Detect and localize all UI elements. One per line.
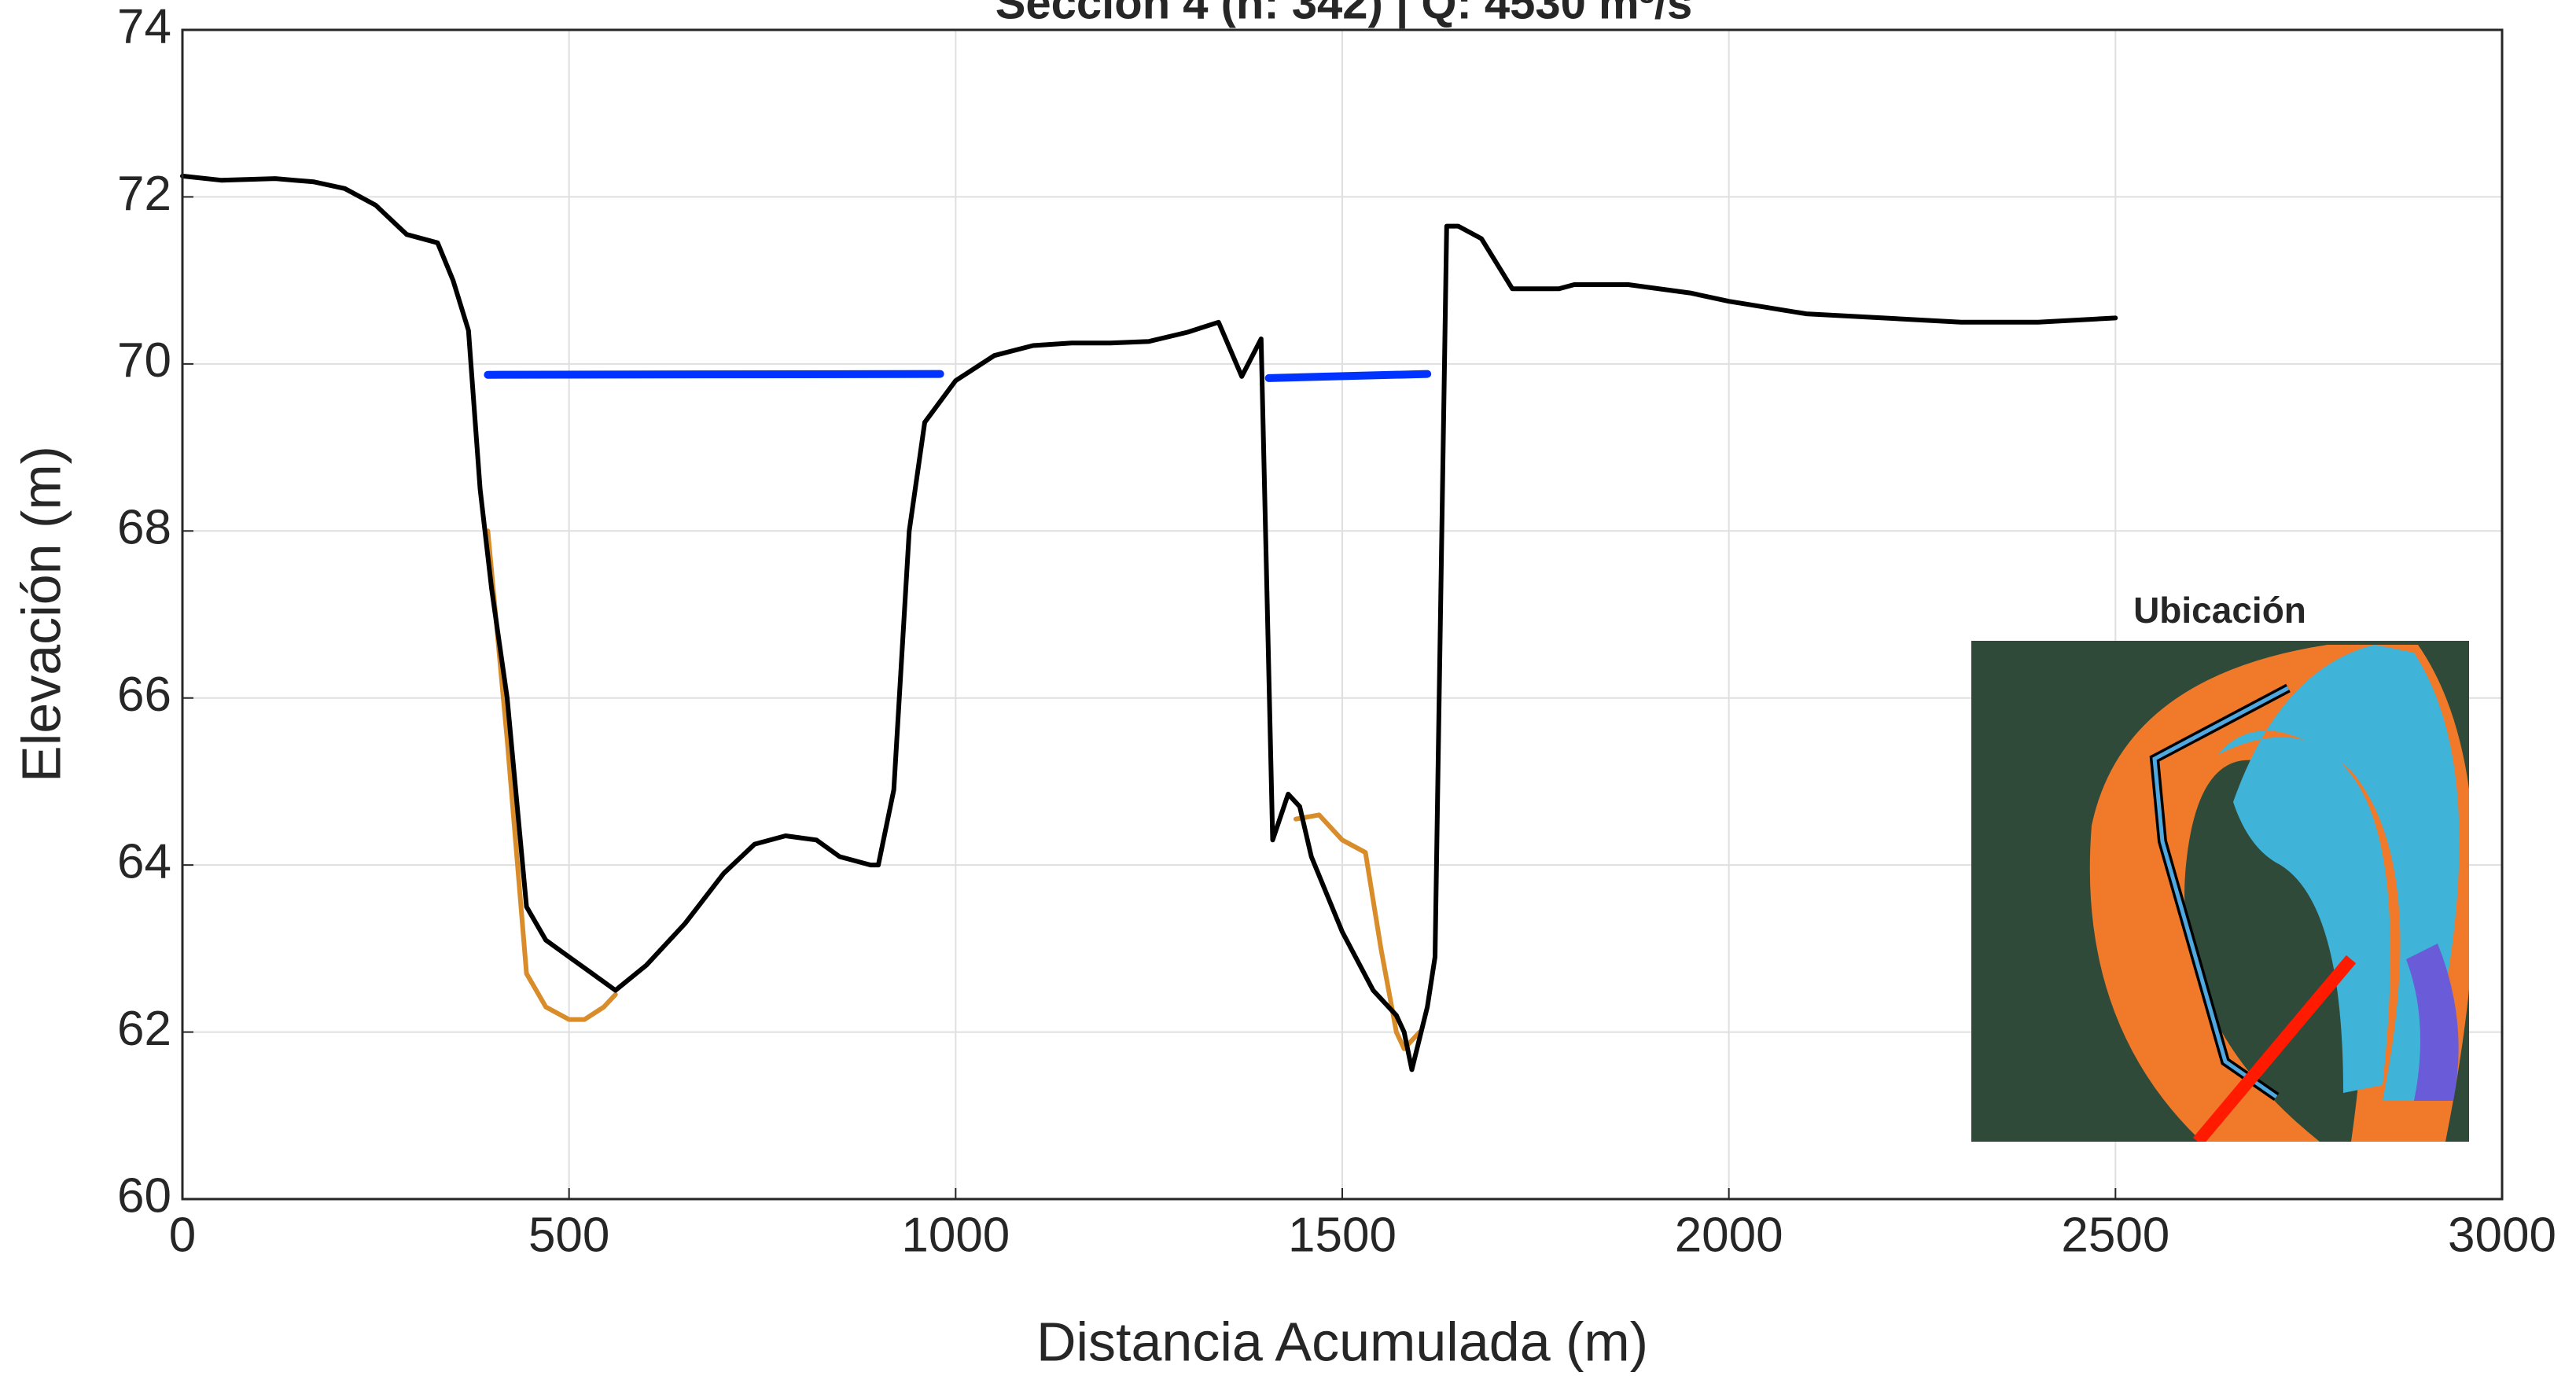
chart-title: Sección 4 (n: 342) | Q: 4530 m³/s	[995, 0, 1693, 28]
reach	[2152, 686, 2290, 1099]
section-line	[2192, 955, 2357, 1142]
y-axis-label: Elevación (m)	[10, 446, 72, 782]
y-tick-label: 62	[117, 1002, 171, 1056]
x-tick-label: 500	[528, 1208, 609, 1262]
x-tick-label: 2000	[1675, 1208, 1783, 1262]
x-tick-label: 0	[169, 1208, 196, 1262]
inset-image	[1971, 641, 2469, 1142]
y-tick-label: 74	[117, 0, 171, 53]
x-tick-label: 1000	[901, 1208, 1010, 1262]
deep-zone	[2406, 944, 2459, 1101]
y-tick-label: 60	[117, 1168, 171, 1223]
y-tick-label: 64	[117, 835, 171, 889]
series-line	[484, 370, 1432, 382]
x-tick-label: 1500	[1288, 1208, 1397, 1262]
axes-box	[181, 28, 2504, 1201]
inset-title: Ubicación	[2133, 590, 2306, 631]
x-tick-label: 2500	[2061, 1208, 2169, 1262]
series-line	[180, 173, 2118, 1072]
inset-map: Ubicación	[1971, 590, 2469, 1142]
y-tick-label: 72	[117, 167, 171, 221]
x-tick-label: 3000	[2448, 1208, 2556, 1262]
y-tick-label: 70	[117, 333, 171, 388]
series-line	[485, 528, 1422, 1051]
y-tick-label: 68	[117, 501, 171, 555]
y-tick-label: 66	[117, 668, 171, 722]
x-axis-label: Distancia Acumulada (m)	[1036, 1311, 1648, 1372]
channel	[2217, 645, 2460, 1101]
